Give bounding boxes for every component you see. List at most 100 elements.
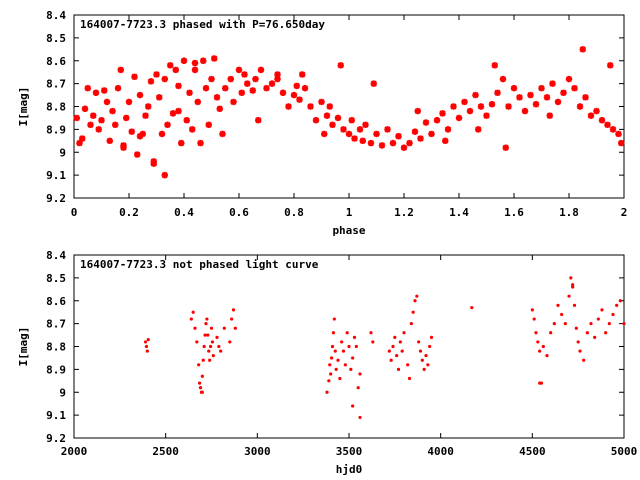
data-point (336, 358, 340, 362)
x-tick-label: 4500 (519, 445, 546, 458)
data-point (79, 135, 86, 142)
y-tick-label: 8.6 (46, 55, 66, 68)
data-point (362, 121, 369, 128)
data-point (345, 130, 353, 138)
data-point (241, 71, 248, 78)
data-point (418, 349, 423, 353)
data-point (422, 367, 426, 371)
data-point (358, 415, 362, 420)
y-tick-label: 8.7 (46, 318, 66, 331)
data-point (131, 73, 138, 80)
data-point (156, 94, 163, 101)
data-point (367, 139, 375, 147)
data-point (609, 126, 617, 133)
data-point (567, 294, 571, 298)
y-tick-label: 8.9 (46, 363, 66, 376)
data-point (164, 121, 171, 128)
data-point (81, 105, 89, 112)
data-point (209, 326, 214, 330)
data-point (607, 322, 611, 326)
x-tick-label: 0.6 (229, 206, 249, 219)
data-point (472, 91, 479, 99)
data-point (290, 91, 298, 99)
data-point (178, 139, 185, 147)
data-point (576, 103, 584, 110)
y-tick-label: 9 (59, 386, 66, 399)
data-point (150, 158, 157, 165)
data-point (370, 80, 377, 87)
data-point (556, 303, 560, 307)
data-point (274, 75, 281, 83)
data-point (120, 142, 127, 149)
x-tick-label: 1.4 (449, 206, 469, 219)
data-point (197, 363, 201, 367)
data-point (600, 308, 604, 312)
data-point (352, 335, 357, 339)
data-point (532, 317, 536, 321)
y-tick-label: 8.6 (46, 295, 66, 308)
data-point (268, 80, 276, 87)
data-point (351, 135, 358, 142)
x-tick-label: 3000 (244, 445, 271, 458)
data-point (400, 349, 404, 353)
data-point (546, 112, 553, 119)
data-point (343, 363, 347, 367)
data-point (338, 376, 342, 381)
data-point (211, 354, 215, 358)
data-point (328, 363, 332, 367)
data-point (579, 46, 586, 53)
data-point (208, 344, 213, 349)
chart-title: 164007-7723.3 phased with P=76.650day (80, 18, 325, 31)
data-point (532, 101, 540, 108)
data-point (202, 344, 206, 349)
data-point (90, 112, 97, 119)
data-point (279, 89, 287, 96)
data-point (326, 103, 333, 110)
data-point (611, 312, 615, 317)
data-point (191, 310, 195, 314)
data-point (576, 340, 580, 344)
data-point (227, 75, 234, 83)
y-tick-label: 9 (59, 146, 66, 159)
data-point (210, 340, 215, 344)
data-point (208, 358, 212, 362)
data-point (172, 66, 179, 74)
data-point (615, 130, 622, 138)
data-point (417, 135, 424, 142)
data-point (145, 349, 149, 353)
x-tick-label: 0.8 (284, 206, 304, 219)
data-point (572, 303, 577, 307)
data-point (296, 96, 303, 103)
data-point (325, 390, 329, 394)
data-point (161, 75, 168, 83)
data-point (516, 94, 523, 101)
data-point (371, 340, 375, 344)
data-point (197, 139, 204, 147)
data-point (359, 137, 366, 145)
data-point (186, 89, 193, 96)
x-tick-label: 4000 (427, 445, 454, 458)
data-point (604, 121, 611, 128)
data-point (337, 62, 344, 69)
data-point (145, 103, 152, 110)
data-point (114, 85, 122, 92)
y-tick-label: 8.5 (46, 32, 66, 45)
data-point (106, 137, 113, 145)
data-point (153, 71, 160, 78)
data-point (527, 91, 534, 99)
data-point (213, 94, 221, 101)
data-point (222, 85, 229, 92)
data-point (428, 344, 432, 349)
x-tick-label: 0.2 (119, 206, 139, 219)
data-point (521, 107, 529, 115)
data-point (552, 322, 556, 326)
data-point (134, 151, 141, 158)
data-point (263, 85, 270, 92)
data-point (411, 128, 419, 135)
x-tick-label: 1 (346, 206, 353, 219)
data-point (175, 82, 182, 90)
data-point (571, 285, 575, 289)
data-point (331, 331, 336, 335)
data-point (238, 89, 245, 96)
data-point (73, 114, 80, 122)
